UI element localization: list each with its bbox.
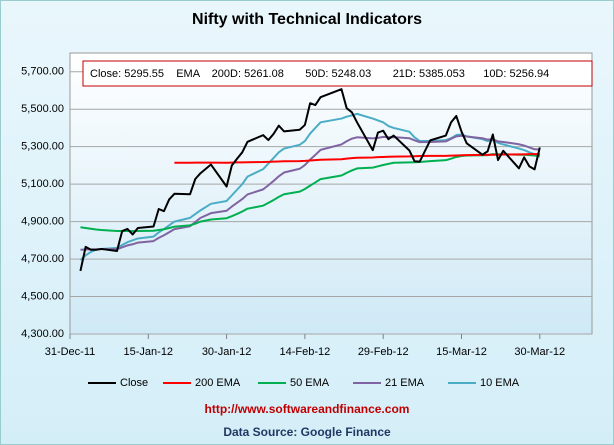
legend-label: 50 EMA (290, 377, 330, 389)
legend-label: 21 EMA (385, 377, 425, 389)
y-tick-label: 5,700.00 (21, 66, 64, 78)
footer-source: Data Source: Google Finance (223, 425, 391, 439)
info-text: Close: 5295.55 EMA 200D: 5261.08 50D: 52… (90, 68, 549, 80)
plot-area (69, 52, 593, 335)
footer-url: http://www.softwareandfinance.com (205, 402, 410, 416)
x-tick-label: 31-Dec-11 (45, 346, 96, 358)
y-tick-label: 5,500.00 (21, 103, 64, 115)
series-line (174, 152, 540, 164)
y-tick-label: 4,300.00 (21, 328, 64, 340)
y-tick-label: 4,700.00 (21, 253, 64, 265)
legend-label: Close (120, 377, 148, 389)
info-box (82, 60, 593, 87)
x-tick-label: 29-Feb-12 (358, 346, 409, 358)
y-tick-label: 5,100.00 (21, 178, 64, 190)
x-tick-label: 30-Jan-12 (202, 346, 252, 358)
x-tick-label: 15-Mar-12 (436, 346, 487, 358)
y-tick-label: 4,500.00 (21, 290, 64, 302)
series-line (80, 134, 540, 251)
x-tick-label: 14-Feb-12 (280, 346, 331, 358)
x-tick-label: 30-Mar-12 (514, 346, 565, 358)
series-line (79, 88, 541, 272)
legend-label: 10 EMA (480, 377, 520, 389)
marks (70, 71, 592, 335)
y-tick-label: 5,300.00 (21, 141, 64, 153)
x-tick-label: 15-Jan-12 (124, 346, 174, 358)
legend-label: 200 EMA (195, 377, 241, 389)
y-tick-label: 4,900.00 (21, 216, 64, 228)
chart-title: Nifty with Technical Indicators (192, 11, 422, 28)
